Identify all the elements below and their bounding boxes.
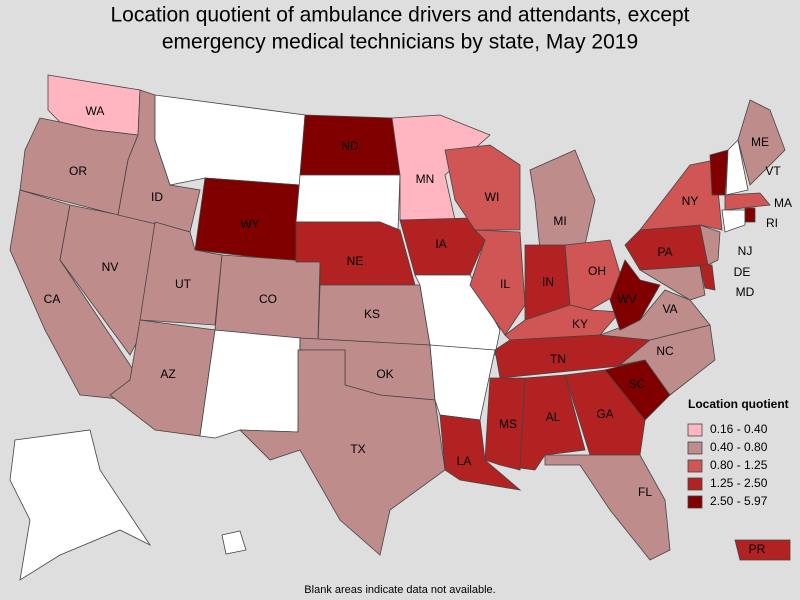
legend-title: Location quotient <box>688 397 789 411</box>
legend-label: 2.50 - 5.97 <box>710 494 768 508</box>
state-label: OR <box>69 164 87 178</box>
state-label: TN <box>550 352 566 366</box>
state-label: FL <box>638 485 652 499</box>
state <box>721 209 746 233</box>
state <box>699 224 721 266</box>
legend-label: 0.80 - 1.25 <box>710 458 768 472</box>
state <box>399 217 486 276</box>
title-line: Location quotient of ambulance drivers a… <box>110 4 689 27</box>
state <box>725 139 749 196</box>
legend-swatch <box>687 423 703 437</box>
state <box>154 94 306 186</box>
state-label: VA <box>662 302 677 316</box>
title-line: emergency medical technicians by state, … <box>162 31 638 54</box>
state-label: ND <box>341 139 359 153</box>
state-label: NJ <box>738 244 753 258</box>
state-label: PA <box>657 245 672 259</box>
state-label: VT <box>765 164 781 178</box>
state-label: SC <box>629 377 646 391</box>
state-label: ID <box>151 190 163 204</box>
state <box>429 344 496 421</box>
state-label: NE <box>347 254 364 268</box>
state <box>564 239 626 311</box>
state-label: WA <box>86 104 105 118</box>
legend-label: 1.25 - 2.50 <box>710 476 768 490</box>
state-label: MN <box>416 172 435 186</box>
state-label: PR <box>749 542 766 556</box>
legend-swatch <box>687 495 703 509</box>
state <box>724 192 771 211</box>
state-label: ME <box>751 135 769 149</box>
state <box>609 259 661 331</box>
state <box>439 414 522 491</box>
state-label: MI <box>553 214 566 228</box>
legend-swatch <box>687 459 703 473</box>
state-label: AL <box>546 410 561 424</box>
state-label: IN <box>542 275 554 289</box>
state-label: TX <box>350 442 365 456</box>
state <box>238 349 446 556</box>
state-label: WV <box>617 292 636 306</box>
state <box>638 265 706 301</box>
state-label: IA <box>435 237 446 251</box>
state <box>199 329 301 439</box>
state-label: NY <box>682 194 699 208</box>
state <box>9 429 152 581</box>
state-label: KS <box>364 307 380 321</box>
state-label: CO <box>259 292 277 306</box>
state-label: MD <box>736 285 755 299</box>
state <box>529 149 596 251</box>
state-label: CA <box>44 292 61 306</box>
state-label: RI <box>766 216 778 230</box>
state-label: AZ <box>160 367 175 381</box>
state <box>484 377 526 471</box>
state-label: KY <box>572 317 588 331</box>
state-label: DE <box>734 265 751 279</box>
legend-swatch <box>687 477 703 491</box>
state-label: OK <box>376 367 393 381</box>
state-label: MA <box>774 196 792 210</box>
legend-label: 0.16 - 0.40 <box>710 422 768 436</box>
legend-swatch <box>687 441 703 455</box>
state-label: NV <box>102 260 119 274</box>
state-label: LA <box>457 454 472 468</box>
state <box>737 99 786 186</box>
state <box>564 369 646 456</box>
state <box>744 207 756 223</box>
state-label: GA <box>596 407 613 421</box>
state <box>444 144 521 231</box>
footnote: Blank areas indicate data not available. <box>304 584 495 596</box>
state-label: OH <box>588 264 606 278</box>
state-label: WI <box>485 190 500 204</box>
legend-label: 0.40 - 0.80 <box>710 440 768 454</box>
state-label: WY <box>240 217 259 231</box>
state-label: IL <box>500 277 510 291</box>
state <box>699 264 716 291</box>
state-label: NC <box>656 344 674 358</box>
state <box>734 539 791 561</box>
state-label: UT <box>175 277 192 291</box>
state <box>709 149 729 196</box>
state <box>544 454 671 561</box>
state-label: MS <box>499 417 517 431</box>
state <box>221 530 247 555</box>
state <box>391 114 491 221</box>
